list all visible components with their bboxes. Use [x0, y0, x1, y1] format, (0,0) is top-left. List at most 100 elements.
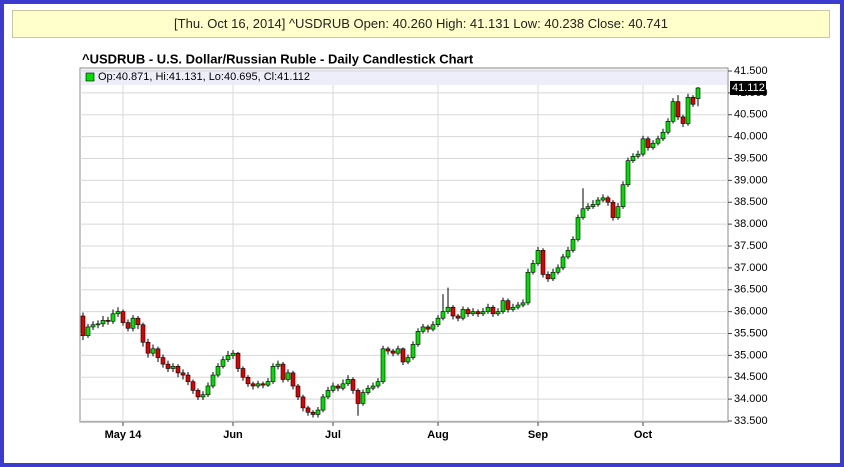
candle-body: [640, 138, 646, 155]
candle-body: [465, 309, 471, 315]
quote-header: [Thu. Oct 16, 2014] ^USDRUB Open: 40.260…: [12, 10, 830, 38]
candle-body: [540, 250, 546, 275]
candle-body: [130, 317, 136, 329]
candle-body: [480, 311, 486, 315]
candle-body: [200, 394, 206, 398]
candle-body: [455, 315, 461, 319]
candle-body: [155, 348, 161, 358]
candle-body: [680, 116, 686, 124]
candle-body: [520, 302, 526, 306]
y-tick-label: 33.500: [734, 415, 768, 427]
candle-body: [245, 376, 251, 385]
candle-body: [405, 357, 411, 363]
candle-body: [460, 309, 466, 319]
candle-body: [530, 263, 536, 273]
y-tick-label: 41.500: [734, 65, 768, 77]
y-tick-label: 40.500: [734, 109, 768, 121]
candle-body: [125, 322, 131, 329]
candle-body: [105, 320, 111, 322]
x-tick-label: Sep: [528, 429, 548, 441]
candle-body: [620, 184, 626, 207]
plot-area: [79, 67, 729, 423]
candle-body: [695, 87, 701, 99]
candle-body: [325, 390, 331, 398]
candle-body: [95, 323, 101, 326]
last-value-label: 41.112: [732, 82, 765, 94]
candle-body: [270, 366, 276, 382]
candle-body: [300, 396, 306, 409]
candle-body: [185, 374, 191, 382]
candle-body: [550, 271, 556, 280]
candle-body: [100, 320, 106, 325]
candle-body: [355, 390, 361, 404]
candle-body: [415, 331, 421, 345]
candle-body: [370, 385, 376, 389]
candle-body: [360, 392, 366, 404]
candle-body: [580, 208, 586, 218]
x-tick-label: Jul: [325, 429, 341, 441]
candle-body: [645, 138, 651, 148]
candle-body: [385, 348, 391, 352]
candle-body: [555, 267, 561, 273]
legend-strip: [81, 69, 727, 85]
candle-body: [615, 206, 621, 218]
candle-body: [475, 311, 481, 315]
candle-body: [235, 352, 241, 369]
candle-body: [120, 311, 126, 323]
candle-body: [345, 379, 351, 385]
legend-text: Op:40.871, Hi:41.131, Lo:40.695, Cl:41.1…: [98, 71, 310, 83]
candle-body: [220, 359, 226, 367]
candle-body: [215, 366, 221, 376]
candle-body: [365, 387, 371, 393]
candle-body: [470, 311, 476, 315]
candle-body: [420, 326, 426, 332]
candle-body: [600, 197, 606, 201]
candle-body: [350, 379, 356, 391]
candle-body: [410, 344, 416, 358]
candle-body: [170, 366, 176, 369]
candle-body: [490, 306, 496, 315]
candle-body: [590, 204, 596, 207]
candle-body: [135, 317, 141, 326]
chart: ^USDRUB - U.S. Dollar/Russian Ruble - Da…: [79, 51, 768, 441]
candle-body: [110, 313, 116, 322]
x-tick-label: May 14: [105, 429, 143, 441]
y-tick-label: 35.500: [734, 327, 768, 339]
candle-body: [375, 381, 381, 387]
y-tick-label: 36.000: [734, 306, 768, 318]
candle-body: [310, 411, 316, 415]
candle-body: [390, 350, 396, 354]
candle-body: [660, 131, 666, 140]
candle-body: [85, 326, 91, 336]
candle-body: [505, 300, 511, 310]
candle-body: [335, 385, 341, 389]
candle-body: [165, 363, 171, 369]
y-tick-label: 36.500: [734, 284, 768, 296]
candle-body: [510, 306, 516, 310]
candle-body: [140, 324, 146, 343]
y-tick-label: 37.500: [734, 240, 768, 252]
candle-body: [675, 101, 681, 118]
candle-body: [400, 348, 406, 363]
candle-body: [90, 324, 96, 328]
candle-body: [395, 348, 401, 354]
chart-title: ^USDRUB - U.S. Dollar/Russian Ruble - Da…: [82, 51, 474, 66]
candle-body: [535, 250, 541, 264]
x-tick-label: Oct: [634, 429, 653, 441]
candle-body: [290, 372, 296, 387]
candle-body: [240, 368, 246, 378]
candle-body: [340, 383, 346, 389]
candle-body: [80, 315, 86, 336]
candle-body: [250, 383, 256, 387]
candle-body: [595, 199, 601, 205]
candle-body: [665, 121, 671, 133]
candle-body: [685, 96, 691, 124]
candle-body: [115, 311, 121, 315]
candle-body: [625, 160, 631, 186]
candle-body: [545, 274, 551, 280]
candle-body: [655, 138, 661, 144]
candle-body: [495, 311, 501, 315]
candle-body: [180, 372, 186, 376]
y-tick-label: 40.000: [734, 131, 768, 143]
candle-body: [425, 326, 431, 330]
